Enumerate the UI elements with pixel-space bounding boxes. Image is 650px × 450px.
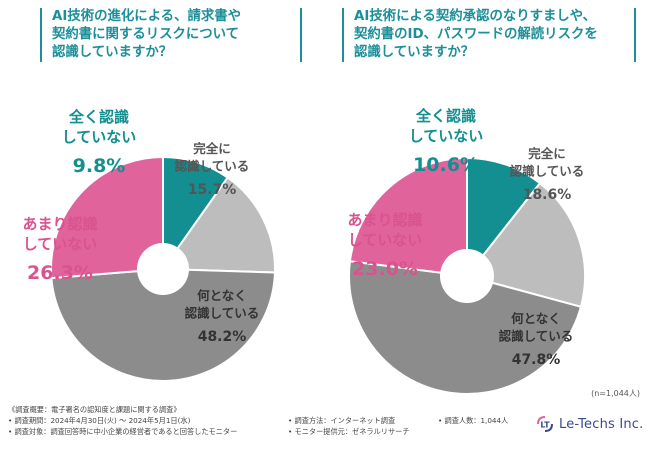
survey-title: 《調査概要：電子署名の認知度と課題に関する調査》	[8, 405, 181, 414]
pie-chart-1: 全く認識していない9.8%完全に認識している15.7%何となく認識している48.…	[22, 108, 276, 382]
left-title-line-3: 認識していますか？	[52, 45, 173, 60]
slice-value-2-1: 10.6%	[413, 154, 479, 176]
slice-label-1-4-line-2: していない	[23, 235, 98, 253]
right-title-line-3: 認識していますか？	[354, 45, 475, 60]
left-title-line-2: 契約書に関するリスクについて	[52, 27, 240, 42]
company-logo: LT Le-Techs Inc.	[535, 414, 644, 434]
slice-label-1-4-line-1: あまり認識	[22, 215, 97, 233]
slice-label-2-1-line-1: 全く認識	[415, 107, 476, 125]
slice-value-1-4: 26.3%	[27, 262, 93, 284]
pie-slice-2-1	[466, 156, 542, 279]
slice-value-2-3: 47.8%	[512, 352, 561, 368]
slice-label-1-2-line-2: 認識している	[175, 159, 250, 174]
pie-slice-1-4	[50, 155, 164, 280]
footnote-middle: • 調査方法：インターネット調査 • モニター提供元：ゼネラルリサーチ	[288, 415, 410, 437]
right-chart-title: AI技術による契約承認のなりすましや、 契約書のID、パスワードの解読リスクを …	[342, 8, 636, 62]
slice-label-2-1-line-2: していない	[409, 127, 484, 145]
slice-value-1-3: 48.2%	[198, 329, 247, 345]
survey-respondents: • 調査人数：1,044人	[438, 416, 509, 425]
survey-method: • 調査方法：インターネット調査	[288, 416, 396, 425]
slice-value-2-4: 23.0%	[352, 258, 418, 280]
right-title-line-2: 契約書のID、パスワードの解読リスクを	[354, 27, 598, 42]
survey-provider: • モニター提供元：ゼネラルリサーチ	[288, 427, 410, 436]
pie-center-hole-2	[440, 249, 494, 303]
right-title-line-1: AI技術による契約承認のなりすましや、	[354, 9, 597, 24]
slice-value-1-1: 9.8%	[73, 155, 126, 177]
logo-mark-text: LT	[540, 421, 550, 430]
pie-slice-2-2	[465, 181, 586, 309]
slice-label-2-4-line-1: あまり認識	[347, 211, 422, 229]
pie-slice-1-3	[50, 267, 276, 382]
logo-mark-icon: LT	[537, 416, 553, 432]
left-chart-title: AI技術の進化による、請求書や 契約書に関するリスクについて 認識していますか？	[40, 8, 302, 62]
pie-slice-2-3	[348, 260, 583, 395]
survey-target: • 調査対象：調査回答時に中小企業の経営者であると回答したモニター	[8, 427, 238, 436]
slice-label-1-1-line-2: していない	[62, 128, 137, 146]
slice-label-1-2-line-1: 完全に	[193, 141, 231, 156]
sample-size: (n=1,044人)	[591, 389, 640, 398]
pie-center-hole-1	[137, 243, 189, 295]
slice-label-2-3-line-2: 認識している	[499, 329, 574, 344]
slice-label-2-3-line-1: 何となく	[511, 311, 561, 326]
slice-value-2-2: 18.6%	[523, 187, 572, 203]
footnote-left: 《調査概要：電子署名の認知度と課題に関する調査》 • 調査期間：2024年4月3…	[8, 404, 237, 437]
slice-label-1-3-line-2: 認識している	[185, 306, 260, 321]
survey-period: • 調査期間：2024年4月30日(火) 〜 2024年5月1日(水)	[8, 416, 191, 425]
left-title-line-1: AI技術の進化による、請求書や	[52, 9, 242, 24]
slice-label-1-3-line-1: 何となく	[197, 288, 247, 303]
logo-text: Le-Techs Inc.	[559, 416, 644, 432]
pie-chart-2: 全く認識していない10.6%完全に認識している18.6%何となく認識している47…	[347, 107, 586, 395]
slice-label-2-2-line-1: 完全に	[528, 146, 566, 161]
footnote-right: • 調査人数：1,044人	[438, 415, 508, 426]
slice-label-2-2-line-2: 認識している	[510, 164, 585, 179]
slice-label-2-4-line-2: していない	[348, 231, 423, 249]
pie-slice-1-2	[161, 176, 276, 274]
slice-value-1-2: 15.7%	[188, 182, 237, 198]
slice-label-1-1-line-1: 全く認識	[68, 108, 129, 126]
pie-slice-2-4	[348, 156, 468, 278]
